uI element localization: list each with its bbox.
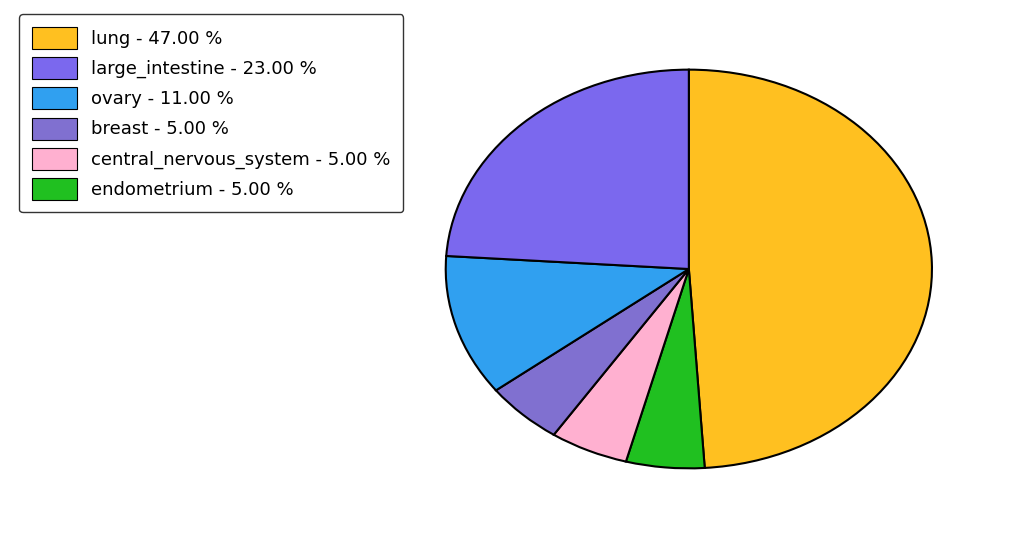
Wedge shape: [689, 69, 932, 468]
Wedge shape: [496, 269, 689, 435]
Wedge shape: [554, 269, 689, 462]
Wedge shape: [447, 69, 689, 269]
Legend: lung - 47.00 %, large_intestine - 23.00 %, ovary - 11.00 %, breast - 5.00 %, cen: lung - 47.00 %, large_intestine - 23.00 …: [19, 15, 403, 213]
Wedge shape: [446, 256, 689, 391]
Wedge shape: [626, 269, 705, 469]
